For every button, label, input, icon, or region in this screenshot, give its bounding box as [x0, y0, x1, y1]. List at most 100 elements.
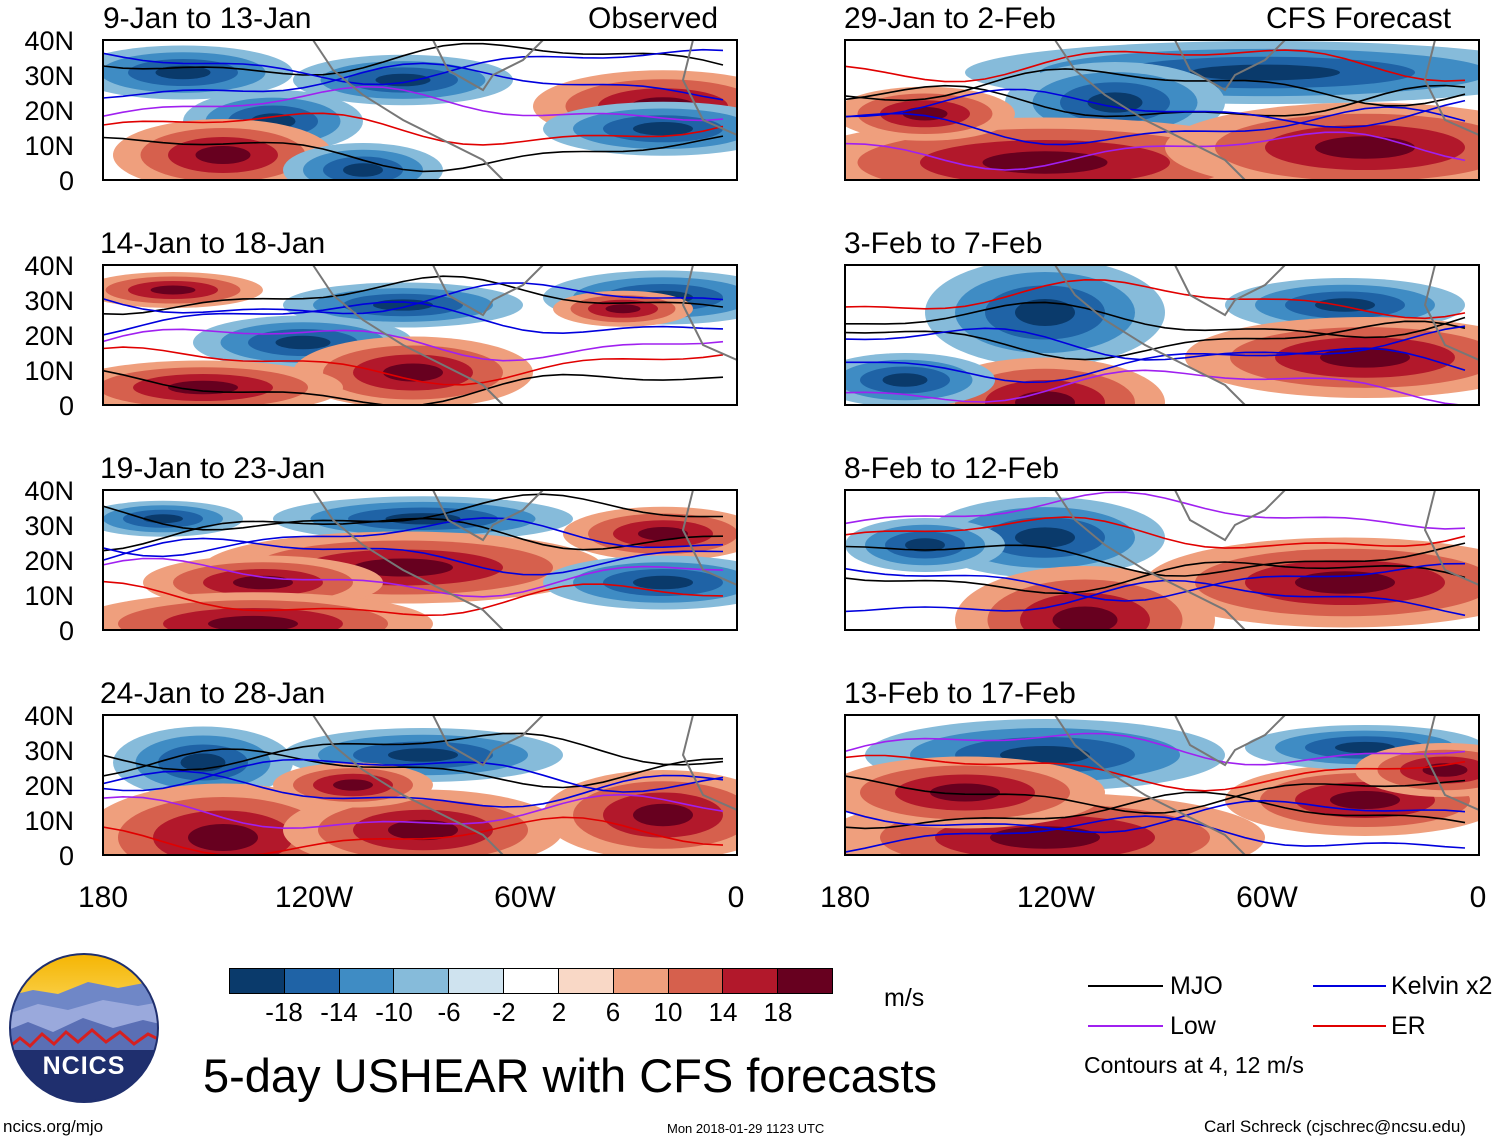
colorbar-swatches [229, 968, 833, 994]
shear-anomaly-patch [155, 65, 211, 80]
shear-anomaly-patch [638, 527, 688, 541]
map-frame [102, 39, 738, 181]
map-panel-observed-3: 19-Jan to 23-Jan [0, 450, 760, 650]
shear-anomaly-patch [1295, 571, 1395, 594]
contour-line [845, 88, 1466, 129]
map-canvas [844, 39, 1480, 181]
shear-anomaly-patch [605, 304, 641, 314]
lat-label: 20N [24, 321, 74, 351]
figure-title: 5-day USHEAR with CFS forecasts [203, 1049, 937, 1102]
contour-line [845, 754, 1466, 792]
colorbar-swatch [393, 969, 449, 993]
footer-timestamp: Mon 2018-01-29 1123 UTC [667, 1121, 825, 1136]
colorbar-tick-label: 2 [551, 997, 567, 1027]
shear-anomaly-patch [150, 285, 196, 295]
panel-title: 19-Jan to 23-Jan [100, 452, 326, 485]
lat-label: 0 [58, 616, 74, 646]
contour-line [103, 537, 724, 576]
shear-anomaly-patch [143, 514, 183, 524]
contour-line [845, 561, 1466, 595]
legend-line-low [1088, 1025, 1163, 1027]
coastline [1054, 40, 1479, 180]
colorbar-tick-label: -6 [437, 997, 461, 1027]
lat-label: 0 [58, 841, 74, 871]
contour-line [103, 580, 724, 617]
contour-line [103, 275, 724, 316]
contour-line [845, 278, 1466, 320]
shear-anomaly-patch [882, 373, 928, 387]
legend-label-mjo: MJO [1170, 972, 1223, 1000]
shear-anomaly-patch [275, 335, 331, 350]
colorbar-tick-label: 18 [763, 997, 793, 1027]
coastline [312, 40, 737, 180]
contour-line [845, 516, 1466, 549]
contour-line [103, 517, 724, 558]
contour-line [103, 282, 724, 315]
contour-line [103, 328, 724, 362]
shear-anomaly-patch [383, 363, 443, 382]
coastline [312, 715, 737, 855]
contour-line [845, 775, 1466, 814]
shear-anomaly-patch [195, 146, 251, 164]
shear-anomaly-patch [633, 803, 693, 827]
map-frame [844, 39, 1480, 181]
map-canvas [102, 489, 738, 631]
contour-line [845, 799, 1466, 834]
legend-label-kelvin: Kelvin x2 [1391, 972, 1493, 1000]
contour-line [845, 791, 1466, 830]
shear-anomaly-patch [1015, 527, 1075, 548]
colorbar [229, 968, 833, 994]
shear-anomaly-patch [168, 380, 238, 395]
contour-line [103, 112, 724, 146]
contour-line [845, 301, 1466, 339]
colorbar-swatch [503, 969, 558, 993]
panel-title: 14-Jan to 18-Jan [100, 227, 326, 260]
lon-label: 0 [1469, 881, 1487, 914]
contour-line [845, 320, 1466, 361]
contour-line [845, 68, 1466, 107]
map-frame [844, 489, 1480, 631]
lon-label: 120W [274, 881, 354, 914]
map-frame [844, 714, 1480, 856]
colorbar-tick-label: 6 [605, 997, 621, 1027]
contour-line [845, 491, 1466, 530]
legend-line-mjo [1088, 985, 1163, 987]
colorbar-swatch [667, 969, 723, 993]
lon-label: 60W [1236, 881, 1298, 914]
colorbar-tick-label: 10 [653, 997, 683, 1027]
panel-title: 24-Jan to 28-Jan [100, 677, 326, 710]
shear-anomaly-patch [1000, 746, 1090, 764]
lat-label: 10N [24, 356, 74, 386]
coastline [1054, 265, 1479, 405]
panel-title: 9-Jan to 13-Jan [103, 2, 312, 35]
contour-line [103, 557, 724, 598]
shear-anomaly-patch [1015, 299, 1075, 326]
colorbar-swatch [230, 969, 284, 993]
shear-anomaly-patch [388, 748, 458, 762]
lon-label: 0 [727, 881, 745, 914]
lat-label: 30N [24, 286, 74, 316]
colorbar-tick-label: -2 [492, 997, 516, 1027]
colorbar-swatch [777, 969, 832, 993]
map-frame [102, 489, 738, 631]
shear-anomaly-patch [1330, 791, 1400, 809]
contour-line [845, 815, 1466, 853]
lon-label: 180 [819, 881, 871, 914]
lat-label: 40N [24, 251, 74, 281]
lat-label: 40N [24, 26, 74, 56]
colorbar-swatch [612, 969, 668, 993]
map-canvas [102, 264, 738, 406]
contour-line [845, 131, 1466, 171]
colorbar-swatch [283, 969, 339, 993]
shear-anomaly-patch [1190, 64, 1340, 81]
contour-line [103, 135, 724, 173]
map-panel-observed-2: 14-Jan to 18-Jan [0, 225, 760, 425]
shear-anomaly-patch [633, 122, 693, 136]
legend-line-er [1313, 1025, 1386, 1027]
contour-line [103, 346, 724, 386]
contour-line [845, 562, 1466, 602]
shear-anomaly-patch [1052, 606, 1118, 630]
map-panel-forecast-3: 8-Feb to 12-Feb [760, 450, 1510, 650]
colorbar-tick-label: 14 [708, 997, 738, 1027]
contour-line [845, 325, 1466, 361]
